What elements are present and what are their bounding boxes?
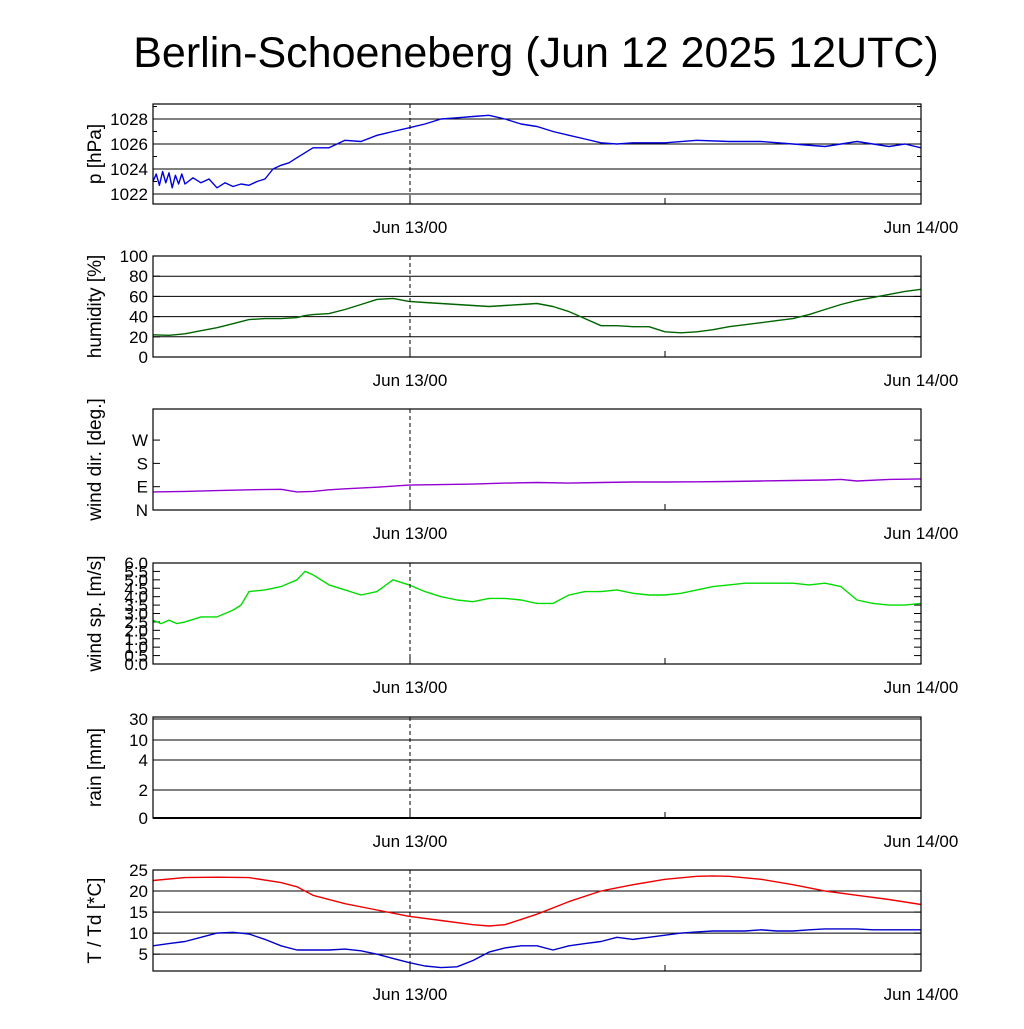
y-tick-label-panel-2: 40	[129, 308, 148, 327]
x-tick-label-panel-4: Jun 14/00	[884, 678, 959, 697]
y-tick-label-panel-3: W	[132, 431, 148, 450]
y-tick-label-panel-1: 1024	[110, 160, 148, 179]
y-tick-label-panel-3: S	[137, 454, 148, 473]
x-tick-label-panel-1: Jun 14/00	[884, 218, 959, 237]
series-line-panel-6-1	[152, 875, 922, 927]
y-tick-label-panel-5: 4	[139, 751, 148, 770]
y-tick-label-panel-4: 3.0	[124, 605, 148, 624]
panel-frame-5	[152, 716, 922, 819]
y-tick-label-panel-4: 2.5	[124, 613, 148, 632]
panel-frame-3	[152, 408, 922, 511]
panel-frame-1	[152, 103, 922, 205]
y-tick-label-panel-2: 0	[139, 348, 148, 367]
y-axis-label-panel-1: p [hPa]	[85, 124, 106, 184]
series-line-panel-1-1	[152, 114, 922, 189]
y-tick-label-panel-5: 0	[139, 809, 148, 828]
x-tick-label-panel-5: Jun 13/00	[373, 832, 448, 851]
y-tick-label-panel-4: 3.5	[124, 596, 148, 615]
y-tick-label-panel-4: 5.0	[124, 571, 148, 590]
series-line-panel-6-2	[152, 928, 921, 969]
x-tick-label-panel-3: Jun 14/00	[884, 524, 959, 543]
panel-frame-2	[152, 255, 922, 358]
y-tick-label-panel-1: 1022	[110, 185, 148, 204]
x-tick-label-panel-6: Jun 14/00	[884, 985, 959, 1004]
x-tick-label-panel-2: Jun 13/00	[373, 371, 448, 390]
y-tick-label-panel-6: 10	[129, 924, 148, 943]
y-tick-label-panel-4: 6.0	[124, 554, 148, 573]
x-tick-label-panel-1: Jun 13/00	[373, 218, 448, 237]
y-tick-label-panel-4: 1.5	[124, 630, 148, 649]
y-tick-label-panel-4: 4.0	[124, 588, 148, 607]
y-tick-label-panel-2: 100	[120, 247, 148, 266]
y-tick-label-panel-4: 1.0	[124, 638, 148, 657]
y-axis-label-panel-2: humidity [%]	[85, 255, 106, 358]
panel-frame-4	[152, 562, 922, 665]
y-tick-label-panel-4: 4.5	[124, 579, 148, 598]
y-tick-label-panel-2: 20	[129, 328, 148, 347]
y-tick-label-panel-4: 0.0	[124, 655, 148, 674]
y-tick-label-panel-6: 5	[139, 945, 148, 964]
y-axis-label-panel-5: rain [mm]	[85, 728, 106, 807]
y-tick-label-panel-5: 2	[139, 781, 148, 800]
y-tick-label-panel-1: 1028	[110, 110, 148, 129]
y-tick-label-panel-2: 80	[129, 267, 148, 286]
y-axis-label-panel-6: T / Td [*C]	[85, 878, 106, 964]
y-tick-label-panel-6: 15	[129, 903, 148, 922]
y-axis-label-panel-3: wind dir. [deg.]	[85, 398, 106, 522]
y-tick-label-panel-6: 25	[129, 861, 148, 880]
y-tick-label-panel-2: 60	[129, 287, 148, 306]
y-tick-label-panel-3: E	[137, 478, 148, 497]
x-tick-label-panel-5: Jun 14/00	[884, 832, 959, 851]
y-tick-label-panel-4: 2.0	[124, 621, 148, 640]
x-tick-label-panel-6: Jun 13/00	[373, 985, 448, 1004]
y-tick-label-panel-4: 5.5	[124, 562, 148, 581]
y-tick-label-panel-5: 30	[129, 710, 148, 729]
series-line-panel-2-1	[152, 288, 922, 336]
chart-title: Berlin-Schoeneberg (Jun 12 2025 12UTC)	[133, 29, 939, 77]
panel-frame-6	[152, 869, 922, 972]
y-tick-label-panel-5: 10	[129, 731, 148, 750]
y-tick-label-panel-6: 20	[129, 882, 148, 901]
y-tick-label-panel-4: 0.5	[124, 647, 148, 666]
y-tick-label-panel-1: 1026	[110, 135, 148, 154]
y-axis-label-panel-4: wind sp. [m/s]	[85, 555, 106, 672]
y-tick-label-panel-3: N	[136, 501, 148, 520]
series-line-panel-4-1	[152, 570, 922, 625]
x-tick-label-panel-4: Jun 13/00	[373, 678, 448, 697]
series-line-panel-3-1	[152, 478, 922, 493]
x-tick-label-panel-3: Jun 13/00	[373, 524, 448, 543]
x-tick-label-panel-2: Jun 14/00	[884, 371, 959, 390]
